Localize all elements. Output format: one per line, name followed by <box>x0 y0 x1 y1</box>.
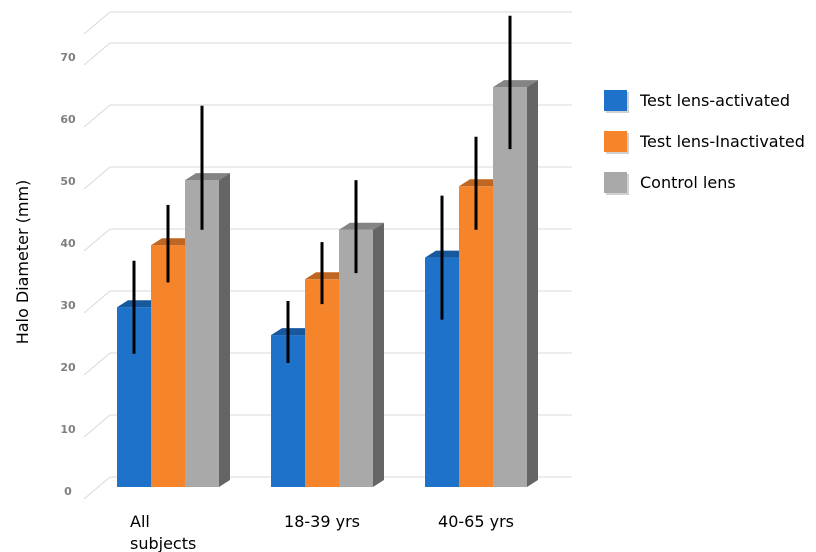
y-axis-ticks: 0 10 20 30 40 50 60 70 <box>60 51 76 498</box>
gridline-depth <box>83 166 111 190</box>
legend-swatch-test-lens-activated <box>604 90 627 111</box>
legend-label: Control lens <box>640 173 736 192</box>
bar-top-test-lens-inactivated <box>459 179 504 187</box>
gridline-depth <box>83 290 111 314</box>
gridline-depth <box>83 104 111 128</box>
gridline-depth <box>83 228 111 252</box>
y-tick-label: 70 <box>60 51 76 64</box>
bar-test-lens-inactivated <box>305 279 339 487</box>
y-tick-label: 10 <box>60 423 76 436</box>
legend: Test lens-activated Test lens-Inactivate… <box>604 80 805 203</box>
bar-top-test-lens-inactivated <box>151 238 196 246</box>
y-tick-label: 0 <box>64 485 72 498</box>
y-tick-label: 20 <box>60 361 76 374</box>
bar-control-lens <box>493 87 527 487</box>
bar-top-control-lens <box>185 173 230 181</box>
legend-item-test-lens-activated: Test lens-activated <box>604 80 805 121</box>
y-axis-label: Halo Diameter (mm) <box>13 180 32 345</box>
legend-label: Test lens-activated <box>640 91 790 110</box>
y-tick-label: 50 <box>60 175 76 188</box>
x-category-label: 18-39 yrs <box>284 512 360 531</box>
bar-test-lens-inactivated <box>151 245 185 487</box>
gridline-depth <box>83 476 111 500</box>
gridline-depth <box>83 11 111 35</box>
x-category-label: All subjects <box>130 512 196 552</box>
bar-control-lens <box>185 180 219 487</box>
gridline-depth <box>83 414 111 438</box>
y-tick-label: 40 <box>60 237 76 250</box>
bar-test-lens-inactivated <box>459 186 493 488</box>
bar-top-test-lens-inactivated <box>305 272 350 280</box>
bar-top-test-lens-activated <box>425 250 470 258</box>
bar-side-control-lens <box>373 222 384 487</box>
y-tick-label: 60 <box>60 113 76 126</box>
legend-swatch-test-lens-inactivated <box>604 131 627 152</box>
gridline-depth <box>83 42 111 66</box>
y-tick-label: 30 <box>60 299 76 312</box>
legend-item-test-lens-inactivated: Test lens-Inactivated <box>604 121 805 162</box>
bar-top-test-lens-activated <box>117 300 162 308</box>
bar-top-test-lens-activated <box>271 328 316 336</box>
legend-label: Test lens-Inactivated <box>640 132 805 151</box>
bars <box>117 80 538 488</box>
legend-item-control-lens: Control lens <box>604 162 805 203</box>
bar-side-control-lens <box>219 173 230 487</box>
bar-top-control-lens <box>493 80 538 88</box>
gridline-depth <box>83 352 111 376</box>
bar-top-control-lens <box>339 222 384 230</box>
legend-swatch-control-lens <box>604 172 627 193</box>
x-category-label: 40-65 yrs <box>438 512 514 531</box>
x-axis-categories: All subjects 18-39 yrs 40-65 yrs <box>130 512 514 552</box>
bar-side-control-lens <box>527 80 538 487</box>
error-bars <box>132 15 512 363</box>
